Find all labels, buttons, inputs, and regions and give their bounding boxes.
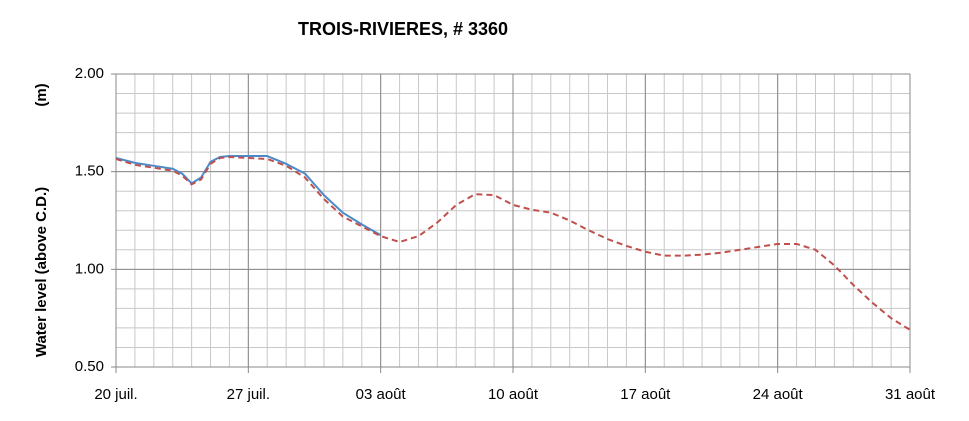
x-tick-label: 27 juil. [227,386,270,403]
chart-title: TROIS-RIVIERES, # 3360 [298,19,508,39]
y-axis-label: Water level (above C.D.) [33,187,50,357]
data-line [115,156,911,331]
y-axis-unit: (m) [33,83,50,106]
x-tick-label: 24 août [753,386,804,403]
y-tick-label: 1.50 [75,163,104,180]
x-tick-label: 10 août [488,386,539,403]
data-line [115,155,382,237]
x-tick-label: 17 août [620,386,671,403]
y-tick-label: 2.00 [75,65,104,82]
y-tick-label: 0.50 [75,358,104,375]
y-tick-label: 1.00 [75,260,104,277]
x-tick-label: 31 août [885,386,936,403]
x-tick-label: 03 août [356,386,407,403]
x-tick-label: 20 juil. [94,386,137,403]
